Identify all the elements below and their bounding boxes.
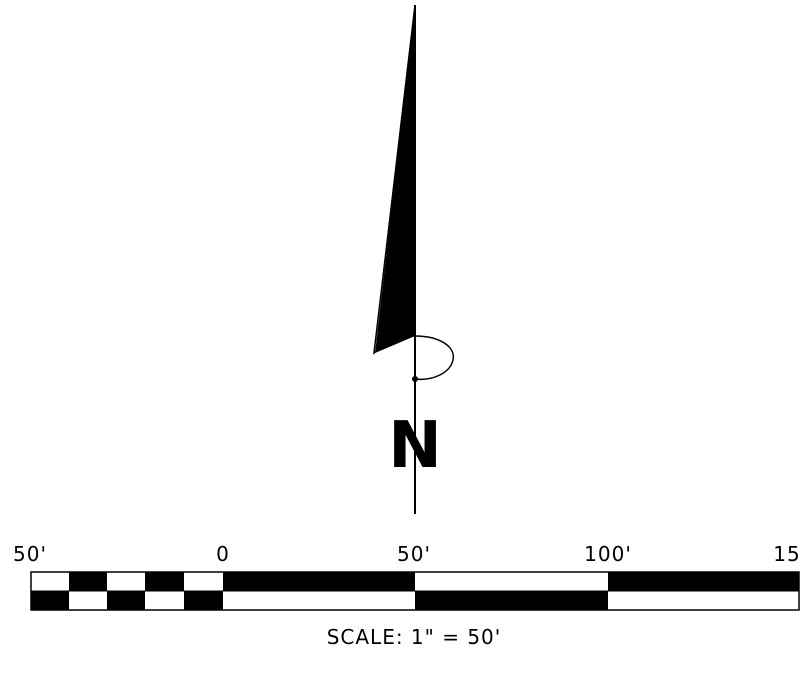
north-arrow-icon: N [373,4,455,514]
scale-bar-segments [223,572,799,610]
scale-label-left-50: 50' [13,542,47,566]
arrow-blade-outline [373,4,416,355]
scale-label-zero: 0 [216,542,230,566]
arrow-pivot-dot [412,376,418,382]
scale-label-100: 100' [584,542,632,566]
scale-label-50: 50' [397,542,431,566]
scale-bar-subdivisions [31,572,223,610]
arrow-tail-loop [414,335,455,381]
north-letter: N [388,409,442,483]
scale-bar: 50' 0 50' 100' 15 [13,542,800,649]
scale-label-150: 15 [773,542,800,566]
scale-caption: SCALE: 1" = 50' [327,625,502,649]
